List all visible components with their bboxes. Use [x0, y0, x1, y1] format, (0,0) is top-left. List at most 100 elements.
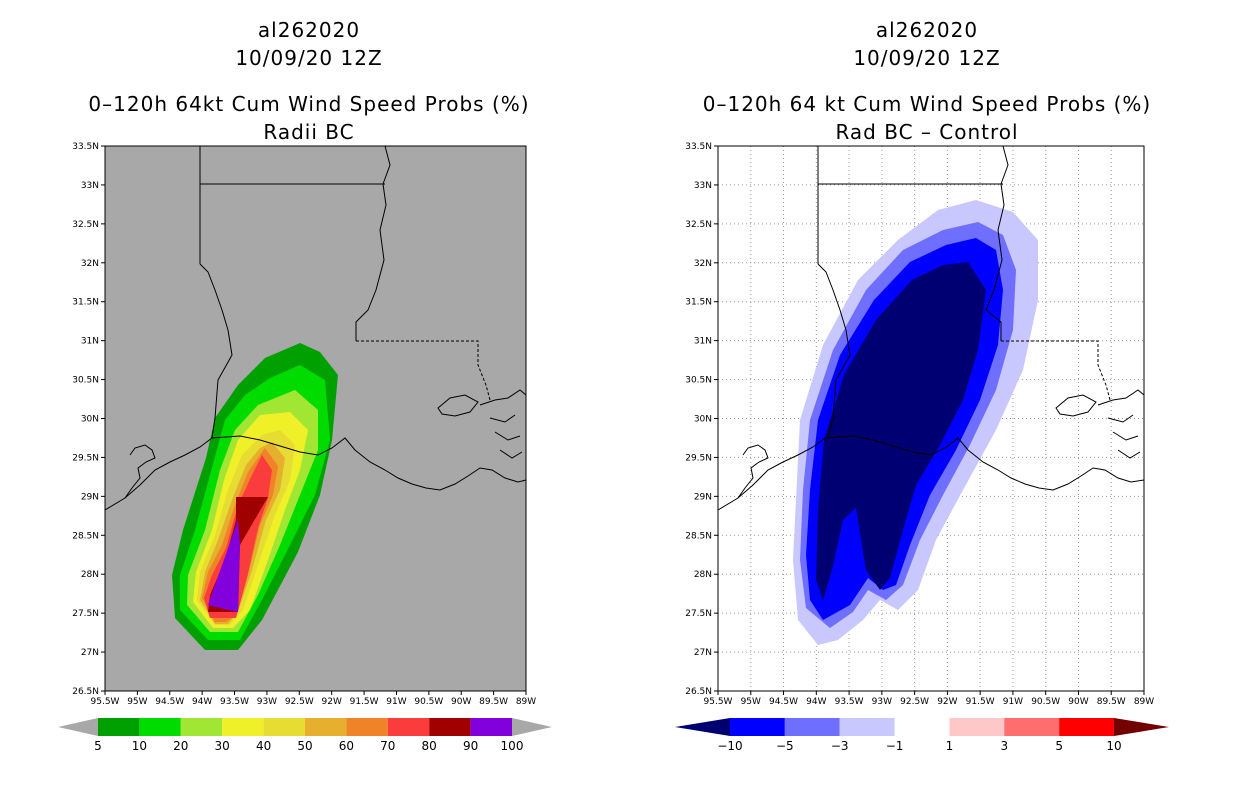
colorbar-swatch	[263, 718, 305, 736]
lat-label: 30N	[694, 415, 712, 425]
colorbar-label: 50	[297, 739, 312, 753]
right-datetime: 10/09/20 12Z	[853, 46, 1001, 70]
lat-label: 27N	[81, 648, 99, 658]
left-storm-id: al262020	[257, 18, 361, 42]
colorbar-label: 5	[1055, 739, 1063, 753]
lat-label: 26.5N	[685, 687, 712, 697]
lon-label: 93W	[257, 697, 277, 707]
left-panel: al262020 10/09/20 12Z 0–120h 64kt Cum Wi…	[58, 18, 552, 753]
lat-label: 30.5N	[685, 376, 712, 386]
colorbar-swatch	[1004, 718, 1060, 736]
colorbar-label: 30	[215, 739, 230, 753]
lon-label: 92W	[322, 697, 342, 707]
right-subtitle: Rad BC – Control	[835, 120, 1019, 144]
state-border-ar-la	[817, 146, 1003, 264]
coastline	[717, 435, 1145, 511]
colorbar-label: 80	[422, 739, 437, 753]
right-axes: 33.5N 33N 32.5N 32N 31.5N 31N 30.5N 30N 29.5N 29N…	[685, 142, 1154, 707]
lon-label: 92.5W	[285, 697, 314, 707]
lat-label: 28.5N	[72, 531, 99, 541]
colorbar-swatch	[429, 718, 471, 736]
colorbar-label: 70	[380, 739, 395, 753]
lat-label: 30N	[81, 415, 99, 425]
state-border-la-ms	[356, 340, 491, 401]
lon-label: 93W	[872, 697, 892, 707]
colorbar-label: −3	[831, 739, 849, 753]
left-colorbar: 5 10 20 30 40 50 60 70 80 90 100	[58, 718, 552, 753]
colorbar-label: 1	[946, 739, 954, 753]
diff-minus-10	[816, 262, 986, 600]
colorbar-high-arrow	[1114, 718, 1169, 736]
delta	[1097, 389, 1145, 459]
lon-label: 90W	[451, 697, 471, 707]
colorbar-swatch	[730, 718, 785, 736]
left-subtitle: Radii BC	[263, 120, 355, 144]
lat-label: 32N	[694, 259, 712, 269]
lat-label: 32N	[81, 259, 99, 269]
lat-label: 31.5N	[685, 298, 712, 308]
colorbar-label: −10	[717, 739, 742, 753]
lon-label: 92W	[937, 697, 957, 707]
colorbar-swatch	[305, 718, 347, 736]
colorbar-swatch	[1059, 718, 1114, 736]
right-colorbar: −10 −5 −3 −1 1 3 5 10	[675, 718, 1169, 753]
right-product-title: 0–120h 64 kt Cum Wind Speed Probs (%)	[702, 92, 1152, 116]
left-datetime: 10/09/20 12Z	[235, 46, 383, 70]
lon-label: 90.5W	[1031, 697, 1060, 707]
lat-label: 27N	[694, 648, 712, 658]
lat-label: 27.5N	[72, 609, 99, 619]
lon-label: 95W	[741, 697, 761, 707]
right-map-svg: 33.5N 33N 32.5N 32N 31.5N 31N 30.5N 30N 29.5N 29N…	[675, 142, 1169, 753]
colorbar-swatch	[894, 718, 950, 736]
lat-label: 33N	[81, 181, 99, 191]
colorbar-label: 5	[94, 739, 102, 753]
colorbar-label: 100	[501, 739, 524, 753]
lon-label: 94.5W	[769, 697, 798, 707]
contour-90	[208, 520, 240, 612]
lon-label: 89W	[1134, 697, 1154, 707]
coastline-bay	[737, 444, 769, 499]
right-storm-id: al262020	[875, 18, 979, 42]
colorbar-label: 20	[173, 739, 188, 753]
colorbar-swatch	[222, 718, 264, 736]
colorbar-high-arrow	[512, 718, 552, 736]
lon-label: 90W	[1068, 697, 1088, 707]
state-border-ar-la	[199, 146, 385, 264]
colorbar-label: 40	[256, 739, 271, 753]
lat-label: 30.5N	[72, 376, 99, 386]
state-border-tx-la	[199, 263, 233, 439]
state-border-tx-la	[817, 263, 851, 439]
colorbar-swatch	[139, 718, 181, 736]
lat-label: 26.5N	[72, 687, 99, 697]
lon-label: 95.5W	[91, 697, 120, 707]
left-axes: 33.5N 33N 32.5N 32N 31.5N 31N 30.5N 30N 29.5N 29N…	[72, 142, 536, 707]
lat-label: 27.5N	[685, 609, 712, 619]
lat-label: 32.5N	[72, 220, 99, 230]
mississippi-river	[985, 145, 1009, 341]
right-panel: al262020 10/09/20 12Z 0–120h 64 kt Cum W…	[618, 0, 1236, 800]
lat-label: 33.5N	[685, 142, 712, 152]
lon-label: 93.5W	[220, 697, 249, 707]
colorbar-swatch	[387, 718, 430, 736]
colorbar-swatch	[949, 718, 1005, 736]
right-geography	[717, 145, 1145, 511]
colorbar-label: 90	[463, 739, 478, 753]
lat-label: 33.5N	[72, 142, 99, 152]
lon-label: 94W	[806, 697, 826, 707]
lat-label: 29N	[694, 492, 712, 502]
colorbar-swatch	[98, 718, 140, 736]
left-map-svg: 33.5N 33N 32.5N 32N 31.5N 31N 30.5N 30N 29.5N 29N…	[58, 142, 552, 753]
left-product-title: 0–120h 64kt Cum Wind Speed Probs (%)	[88, 92, 530, 116]
lake	[437, 394, 479, 417]
lon-label: 89.5W	[1097, 697, 1126, 707]
lat-label: 32.5N	[685, 220, 712, 230]
left-probability-contours	[172, 343, 338, 650]
colorbar-swatch	[180, 718, 223, 736]
delta	[479, 389, 527, 459]
colorbar-label: 10	[132, 739, 147, 753]
lon-label: 92.5W	[900, 697, 929, 707]
colorbar-label: 60	[339, 739, 354, 753]
lat-label: 28.5N	[685, 531, 712, 541]
lon-label: 95W	[127, 697, 147, 707]
lat-label: 33N	[694, 181, 712, 191]
